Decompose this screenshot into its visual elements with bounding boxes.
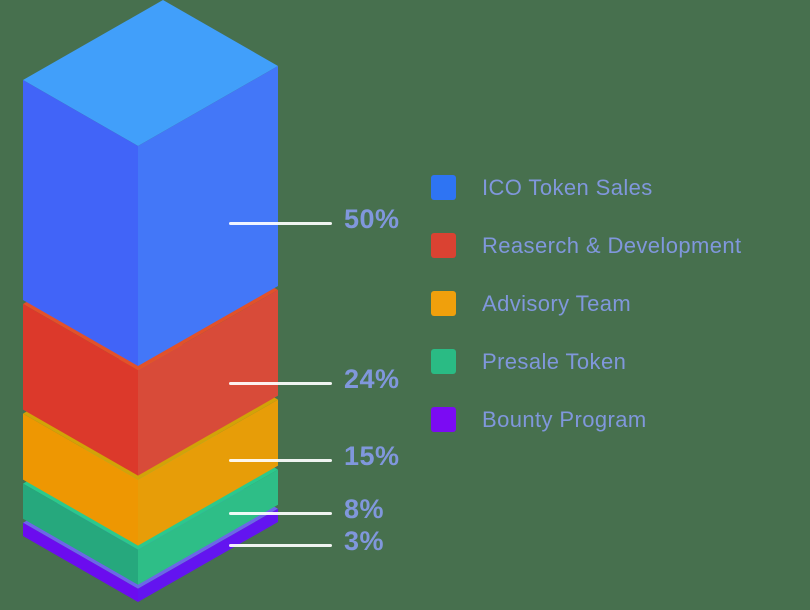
legend: ICO Token Sales Reaserch & Development Adv… — [431, 175, 741, 465]
segment-left-face — [23, 413, 138, 546]
legend-item: Reaserch & Development — [431, 233, 741, 258]
segment-right-face — [138, 469, 278, 585]
legend-label: Reaserch & Development — [482, 232, 742, 258]
legend-swatch-icon — [431, 291, 456, 316]
callout-line — [229, 512, 332, 515]
segment-left-face — [23, 304, 138, 476]
segment-left-face — [23, 80, 138, 366]
legend-swatch-icon — [431, 175, 456, 200]
segment-left-face — [23, 522, 138, 602]
segment-left-face — [23, 483, 138, 585]
callout-line — [229, 222, 332, 225]
callout-line — [229, 459, 332, 462]
legend-label: Advisory Team — [482, 290, 632, 316]
legend-item: ICO Token Sales — [431, 175, 741, 200]
percent-label: 50% — [344, 204, 400, 234]
segment-ico-token-sales — [23, 0, 278, 366]
percent-label: 8% — [344, 494, 385, 524]
segment-right-face — [138, 290, 278, 476]
legend-item: Advisory Team — [431, 291, 741, 316]
percent-label: 24% — [344, 364, 400, 394]
percent-label: 15% — [344, 441, 400, 471]
segment-right-face — [138, 508, 278, 602]
callout-line — [229, 382, 332, 385]
legend-swatch-icon — [431, 233, 456, 258]
segment-top-face — [23, 0, 278, 146]
legend-label: Bounty Program — [482, 406, 647, 432]
segment-right-face — [138, 399, 278, 546]
segment-right-face — [138, 66, 278, 366]
legend-label: Presale Token — [482, 348, 627, 374]
legend-swatch-icon — [431, 407, 456, 432]
legend-item: Presale Token — [431, 349, 741, 374]
legend-swatch-icon — [431, 349, 456, 374]
legend-item: Bounty Program — [431, 407, 741, 432]
callout-line — [229, 544, 332, 547]
percent-label: 3% — [344, 526, 385, 556]
legend-label: ICO Token Sales — [482, 174, 653, 200]
